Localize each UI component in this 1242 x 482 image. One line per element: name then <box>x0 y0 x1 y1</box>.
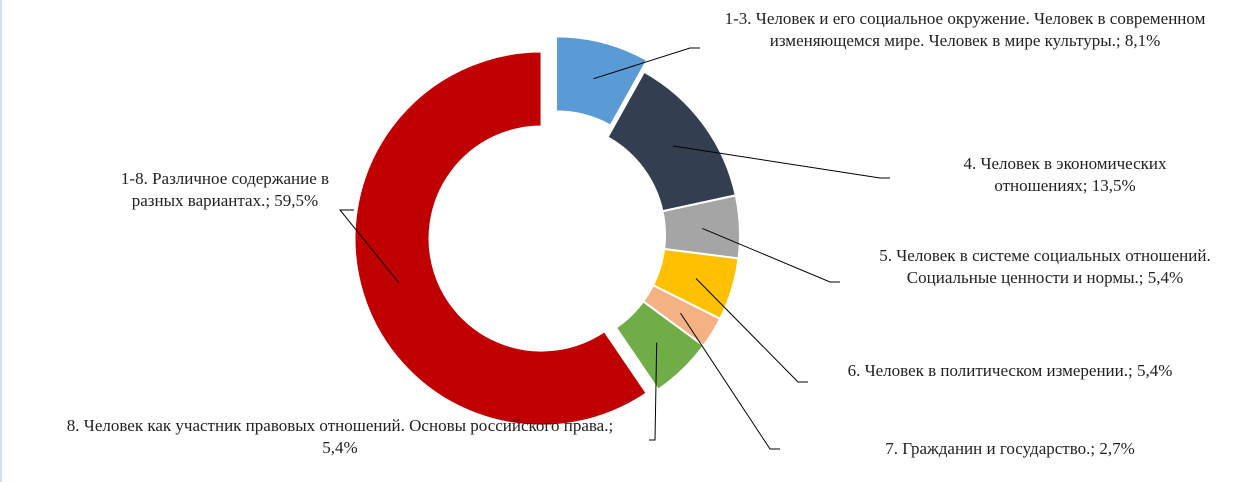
donut-slice <box>614 300 705 392</box>
slice-name: 5. Человек в системе социальных отношени… <box>879 246 1211 287</box>
slice-name: 1-8. Различное содержание в разных вариа… <box>120 169 330 210</box>
slice-label: 1-3. Человек и его социальное окружение.… <box>705 8 1225 52</box>
slice-value: 5,4% <box>1147 268 1184 287</box>
leader-line <box>695 278 808 383</box>
leader-line <box>702 227 840 283</box>
slice-label: 8. Человек как участник правовых отношен… <box>60 415 620 459</box>
slice-name: 6. Человек в политическом измерении.; <box>847 361 1133 380</box>
slice-value: 2,7% <box>1099 439 1135 458</box>
leader-line <box>673 145 890 179</box>
slice-name: 7. Гражданин и государство.; <box>885 439 1096 458</box>
slice-value: 59,5% <box>274 191 319 210</box>
leader-line <box>593 47 700 80</box>
leader-line <box>338 209 400 283</box>
slice-label: 6. Человек в политическом измерении.; 5,… <box>810 360 1210 382</box>
leader-line <box>649 342 658 441</box>
slice-label: 7. Гражданин и государство.; 2,7% <box>820 438 1200 460</box>
slice-label: 5. Человек в системе социальных отношени… <box>855 245 1235 289</box>
slice-value: 5,4% <box>322 438 358 457</box>
donut-slice <box>353 50 649 427</box>
slice-value: 8,1% <box>1124 31 1161 50</box>
leader-line <box>680 312 780 450</box>
slice-name: 8. Человек как участник правовых отношен… <box>66 416 614 435</box>
slice-name: 4. Человек в экономических отношениях; <box>963 154 1167 195</box>
slice-label: 4. Человек в экономических отношениях; 1… <box>915 153 1215 197</box>
slice-value: 5,4% <box>1136 361 1173 380</box>
donut-slice <box>555 35 649 127</box>
slice-name: 1-3. Человек и его социальное окружение.… <box>724 9 1206 50</box>
slice-label: 1-8. Различное содержание в разных вариа… <box>115 168 335 212</box>
slice-value: 13,5% <box>1091 176 1136 195</box>
